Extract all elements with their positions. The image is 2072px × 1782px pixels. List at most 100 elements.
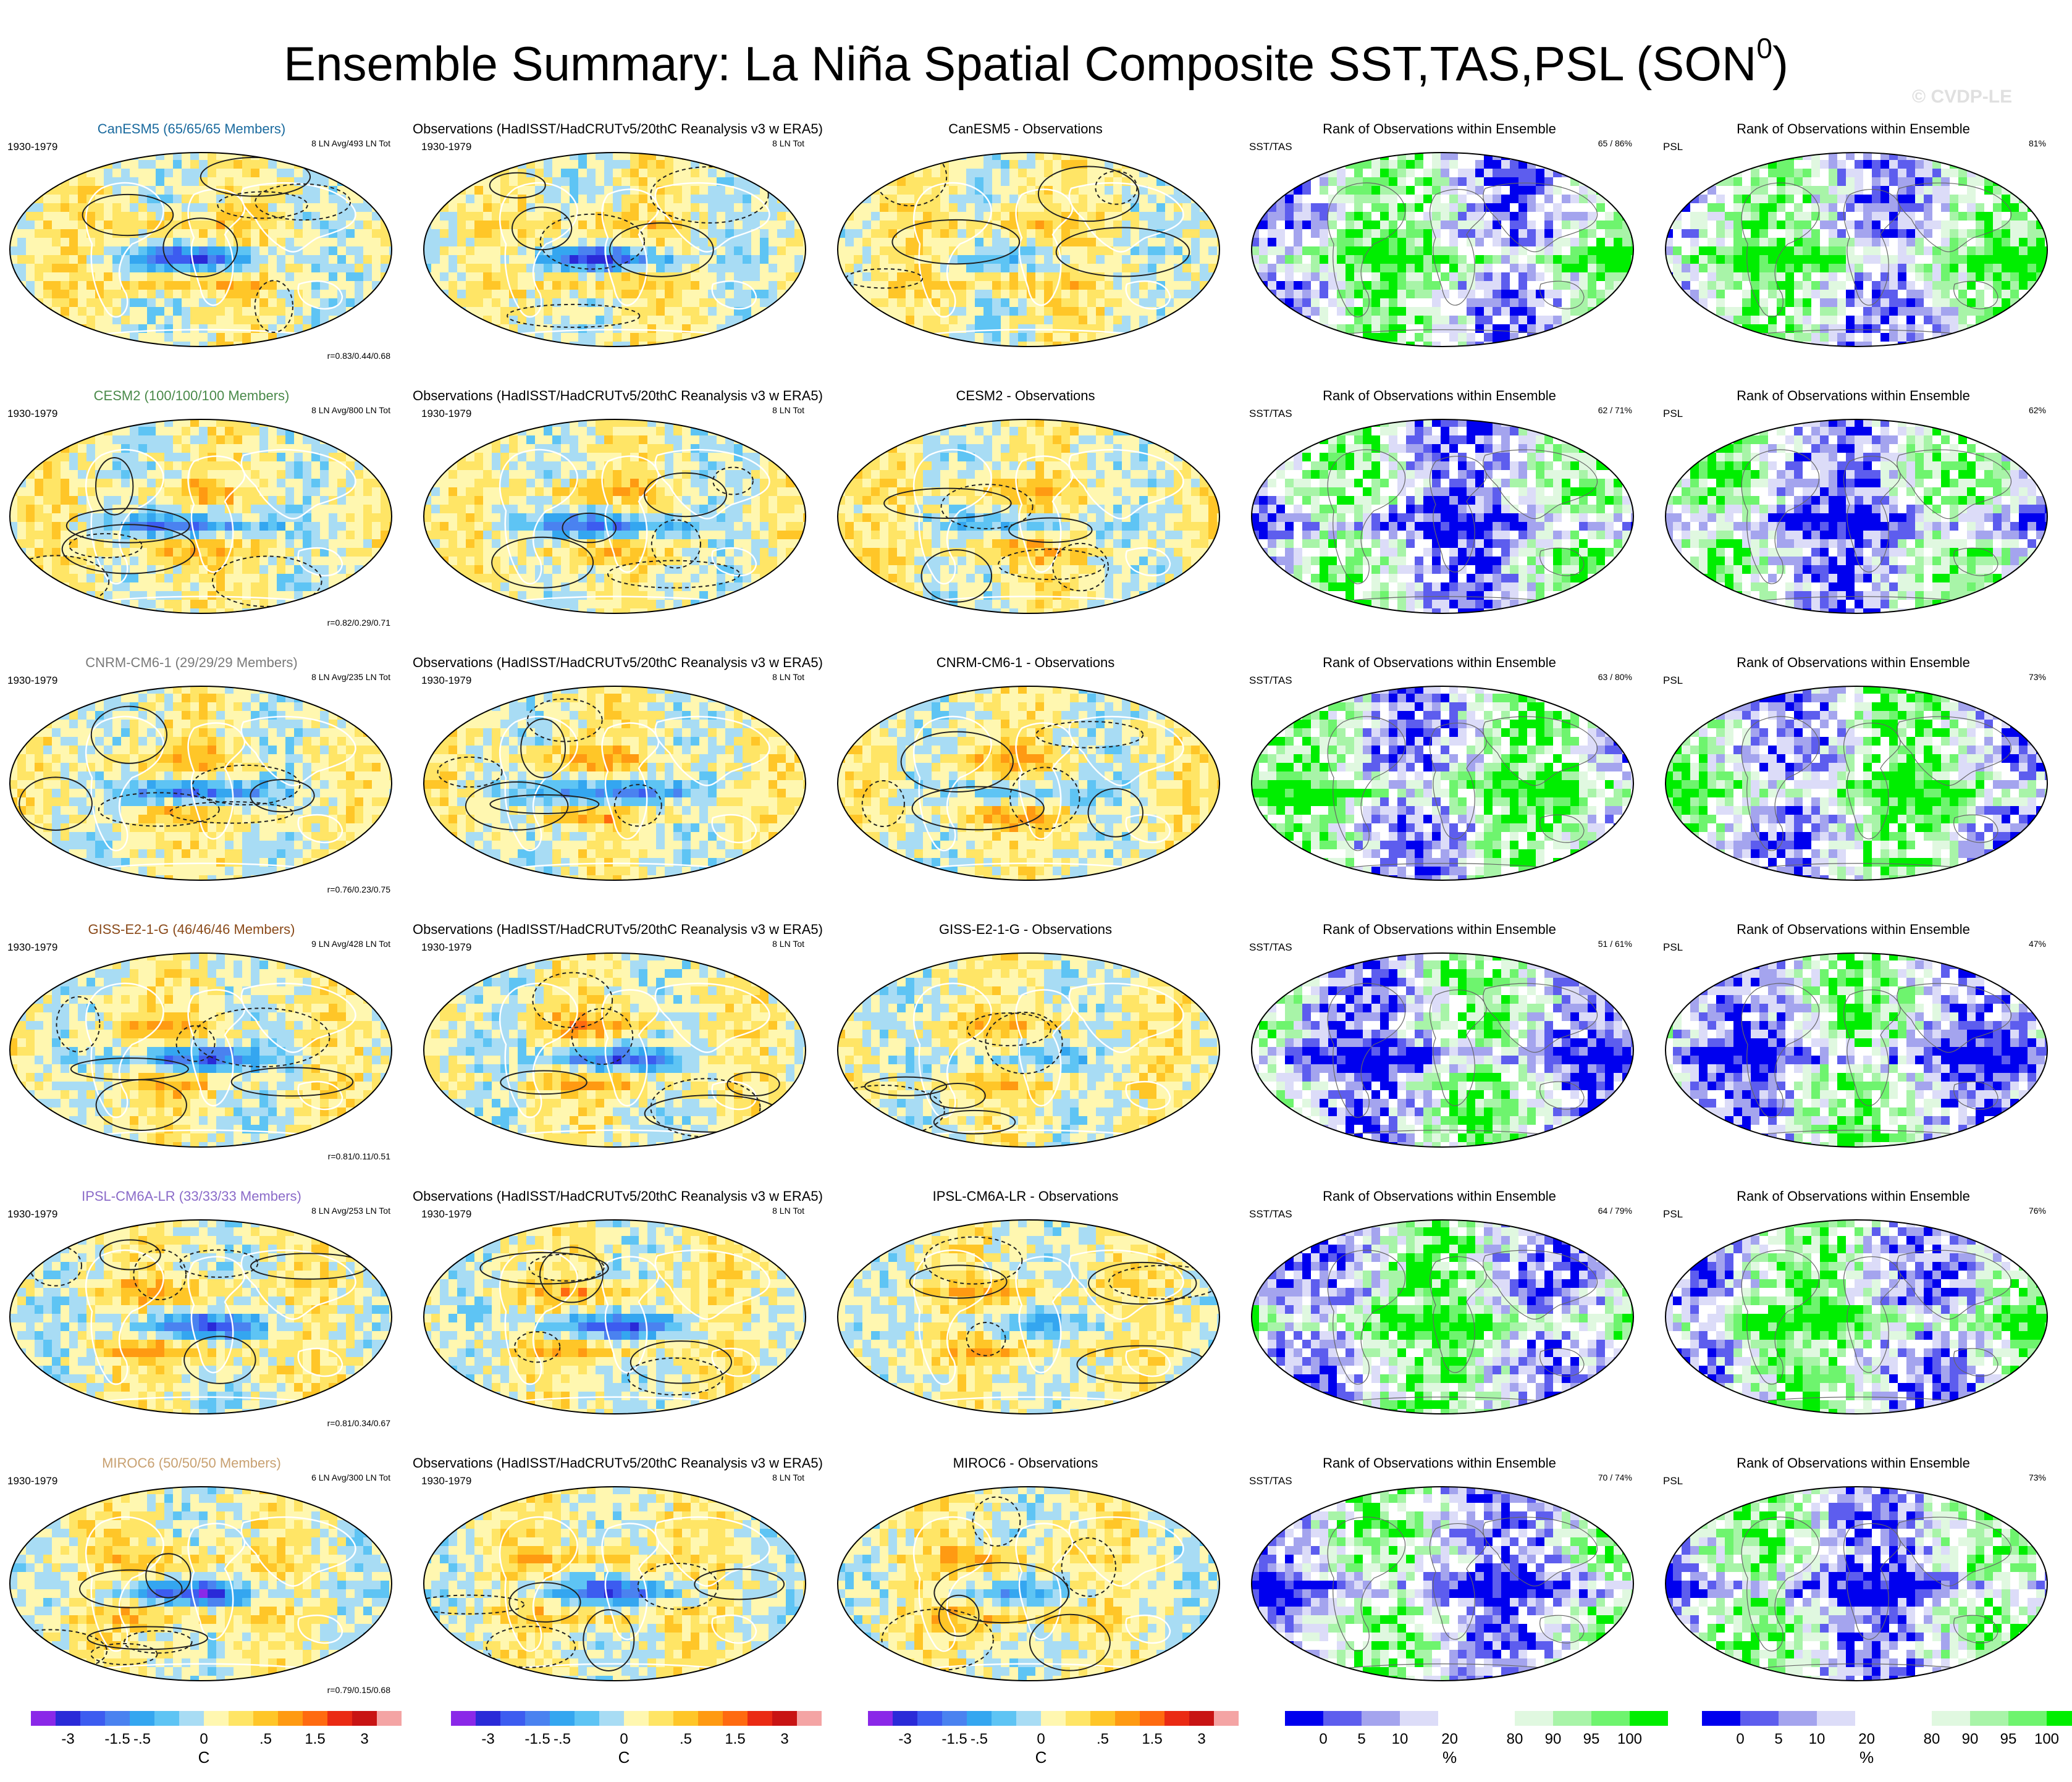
colorbar-swatch xyxy=(942,1711,967,1726)
rank-percent: 73% xyxy=(2029,672,2046,682)
colorbar-swatch xyxy=(797,1711,822,1726)
panel-r4-c2: Observations (HadISST/HadCRUTv5/20thC Re… xyxy=(413,899,823,1166)
member-counts: 6 LN Avg/300 LN Tot xyxy=(311,1473,390,1482)
panel-r5-c1: IPSL-CM6A-LR (33/33/33 Members) 1930-1979… xyxy=(0,1166,395,1433)
member-counts: 8 LN Avg/253 LN Tot xyxy=(311,1206,390,1216)
panel-r5-c3: IPSL-CM6A-LR - Observations xyxy=(828,1166,1223,1433)
rank-percent: 73% xyxy=(2029,1473,2046,1482)
rank-percent: 76% xyxy=(2029,1206,2046,1216)
colorbar-swatch xyxy=(649,1711,673,1726)
observations-title: Observations (HadISST/HadCRUTv5/20thC Re… xyxy=(377,388,859,404)
colorbar-tick-label: 95 xyxy=(1583,1731,1600,1748)
colorbar-swatch xyxy=(130,1711,154,1726)
psl-rank-map xyxy=(1664,151,2049,348)
colorbar-unit: C xyxy=(198,1748,210,1767)
temperature-colorbar: -3 -1.5 -.5 0 .5 1.5 3 C xyxy=(12,1711,408,1779)
colorbar-tick-label: 0 xyxy=(1736,1731,1744,1748)
psl-label: PSL xyxy=(1663,675,1683,687)
difference-title: CanESM5 - Observations xyxy=(828,121,1223,137)
member-counts: 8 LN Avg/493 LN Tot xyxy=(311,138,390,148)
rank-colorbar: 0 5 10 20 80 90 95 100% xyxy=(1266,1711,1668,1779)
colorbar-tick-label: 90 xyxy=(1962,1731,1979,1748)
model-title: IPSL-CM6A-LR (33/33/33 Members) xyxy=(0,1188,389,1204)
observations-title: Observations (HadISST/HadCRUTv5/20thC Re… xyxy=(377,1455,859,1471)
rank-title: Rank of Observations within Ensemble xyxy=(1656,1455,2051,1471)
colorbar-swatch xyxy=(917,1711,942,1726)
colorbar-swatch xyxy=(303,1711,327,1726)
rank-title: Rank of Observations within Ensemble xyxy=(1656,388,2051,404)
colorbar-swatch xyxy=(624,1711,649,1726)
colorbar-tick-label: -3 xyxy=(481,1731,494,1748)
period-label: 1930-1979 xyxy=(421,141,471,153)
sst-rank-map xyxy=(1250,952,1635,1148)
difference-title: GISS-E2-1-G - Observations xyxy=(828,922,1223,938)
sst-rank-map xyxy=(1250,151,1635,348)
model-title: CanESM5 (65/65/65 Members) xyxy=(0,121,389,137)
colorbar-tick-label: 0 xyxy=(200,1731,208,1748)
colorbar-swatch xyxy=(229,1711,253,1726)
sst-rank-map xyxy=(1250,418,1635,615)
psl-rank-map xyxy=(1664,418,2049,615)
colorbar-tick-label: .5 xyxy=(680,1731,692,1748)
colorbar-tick-label: 1.5 xyxy=(305,1731,325,1748)
panel-r3-c2: Observations (HadISST/HadCRUTv5/20thC Re… xyxy=(413,633,823,899)
rank-title: Rank of Observations within Ensemble xyxy=(1242,1455,1637,1471)
model-map xyxy=(9,1219,393,1415)
colorbar-swatch xyxy=(1630,1711,1668,1726)
colorbar-swatch xyxy=(2008,1711,2047,1726)
model-title: CNRM-CM6-1 (29/29/29 Members) xyxy=(0,655,389,671)
psl-label: PSL xyxy=(1663,141,1683,153)
temperature-colorbar: -3 -1.5 -.5 0 .5 1.5 3 C xyxy=(432,1711,828,1779)
colorbar-tick-label: 1.5 xyxy=(1142,1731,1162,1748)
row-6: MIROC6 (50/50/50 Members) 1930-1979 6 LN A… xyxy=(0,1433,2072,1700)
colorbar-swatch xyxy=(1115,1711,1140,1726)
colorbar-tick-label: -.5 xyxy=(554,1731,571,1748)
difference-map xyxy=(836,685,1221,881)
colorbar-swatch xyxy=(1041,1711,1066,1726)
colorbar-swatch xyxy=(772,1711,797,1726)
period-label: 1930-1979 xyxy=(7,941,57,954)
period-label: 1930-1979 xyxy=(421,941,471,954)
colorbar-swatch xyxy=(550,1711,575,1726)
obs-count: 8 LN Tot xyxy=(772,672,804,682)
panel-r2-c4: Rank of Observations within Ensemble SST/… xyxy=(1242,366,1637,633)
colorbar-tick-label: 100 xyxy=(2034,1731,2059,1748)
colorbar-swatch xyxy=(1970,1711,2008,1726)
colorbar-swatch xyxy=(377,1711,402,1726)
sst-rank-map xyxy=(1250,685,1635,881)
panel-r6-c1: MIROC6 (50/50/50 Members) 1930-1979 6 LN A… xyxy=(0,1433,395,1700)
observations-title: Observations (HadISST/HadCRUTv5/20thC Re… xyxy=(377,922,859,938)
panel-r4-c4: Rank of Observations within Ensemble SST/… xyxy=(1242,899,1637,1166)
model-map xyxy=(9,685,393,881)
colorbar-swatch xyxy=(179,1711,204,1726)
model-map xyxy=(9,151,393,348)
colorbar-tick-label: 0 xyxy=(1037,1731,1045,1748)
rank-percent: 65 / 86% xyxy=(1598,138,1632,148)
colorbar-tick-label: 10 xyxy=(1392,1731,1409,1748)
colorbar-swatch xyxy=(1591,1711,1630,1726)
panel-r1-c3: CanESM5 - Observations xyxy=(828,99,1223,366)
difference-title: CESM2 - Observations xyxy=(828,388,1223,404)
colorbar-swatch xyxy=(31,1711,56,1726)
period-label: 1930-1979 xyxy=(7,1208,57,1221)
colorbar-swatch xyxy=(1553,1711,1591,1726)
panel-r6-c3: MIROC6 - Observations xyxy=(828,1433,1223,1700)
period-label: 1930-1979 xyxy=(7,141,57,153)
colorbar-swatch xyxy=(1740,1711,1779,1726)
panel-r5-c5: Rank of Observations within Ensemble PSL 7… xyxy=(1656,1166,2051,1433)
pattern-correlation: r=0.81/0.11/0.51 xyxy=(328,1151,390,1161)
observations-map xyxy=(423,685,807,881)
colorbar-tick-label: -1.5 xyxy=(104,1731,130,1748)
observations-map xyxy=(423,418,807,615)
colorbar-swatch xyxy=(1214,1711,1239,1726)
colorbar-tick-label: -3 xyxy=(61,1731,74,1748)
panel-r2-c1: CESM2 (100/100/100 Members) 1930-1979 8 LN… xyxy=(0,366,395,633)
sst-rank-map xyxy=(1250,1486,1635,1682)
colorbar-swatch xyxy=(575,1711,599,1726)
observations-title: Observations (HadISST/HadCRUTv5/20thC Re… xyxy=(377,655,859,671)
colorbar-tick-label: 80 xyxy=(1924,1731,1940,1748)
observations-map xyxy=(423,1486,807,1682)
rank-percent: 64 / 79% xyxy=(1598,1206,1632,1216)
pattern-correlation: r=0.82/0.29/0.71 xyxy=(327,618,390,628)
rank-title: Rank of Observations within Ensemble xyxy=(1242,388,1637,404)
